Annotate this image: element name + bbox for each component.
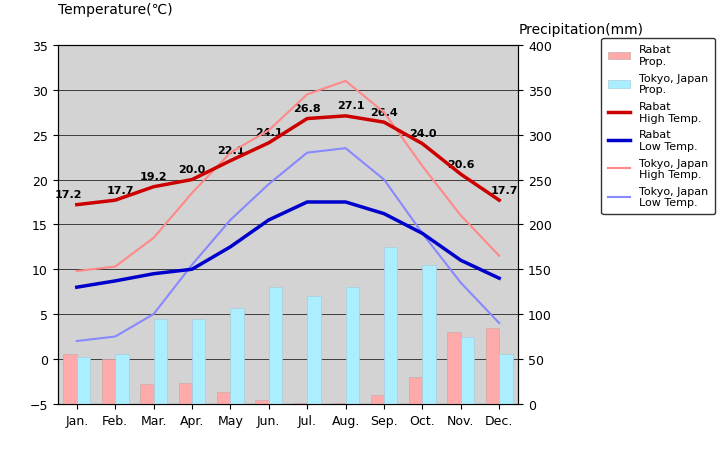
Bar bbox=[63, 355, 77, 404]
Text: Precipitation(mm): Precipitation(mm) bbox=[518, 23, 644, 37]
Text: 20.6: 20.6 bbox=[447, 159, 474, 169]
Bar bbox=[486, 328, 499, 404]
Legend: Rabat
Prop., Tokyo, Japan
Prop., Rabat
High Temp., Rabat
Low Temp., Tokyo, Japan: Rabat Prop., Tokyo, Japan Prop., Rabat H… bbox=[601, 39, 715, 215]
Bar bbox=[371, 395, 384, 404]
Text: 26.8: 26.8 bbox=[293, 104, 321, 114]
Bar bbox=[269, 287, 282, 404]
Bar bbox=[77, 358, 90, 404]
Bar bbox=[307, 297, 320, 404]
Bar bbox=[115, 355, 129, 404]
Bar bbox=[332, 403, 346, 404]
Bar bbox=[179, 383, 192, 404]
Text: 24.1: 24.1 bbox=[255, 128, 283, 138]
Bar bbox=[294, 403, 307, 404]
Text: 26.4: 26.4 bbox=[370, 107, 398, 118]
Bar bbox=[423, 265, 436, 404]
Text: Temperature(℃): Temperature(℃) bbox=[58, 3, 172, 17]
Text: 22.1: 22.1 bbox=[217, 146, 244, 156]
Bar bbox=[447, 332, 461, 404]
Bar bbox=[153, 319, 167, 404]
Bar bbox=[384, 247, 397, 404]
Bar bbox=[140, 384, 153, 404]
Text: 27.1: 27.1 bbox=[338, 101, 365, 111]
Text: 24.0: 24.0 bbox=[409, 129, 436, 139]
Text: 19.2: 19.2 bbox=[140, 172, 168, 182]
Bar bbox=[217, 392, 230, 404]
Bar bbox=[256, 400, 269, 404]
Text: 17.7: 17.7 bbox=[107, 185, 135, 195]
Text: 17.7: 17.7 bbox=[491, 185, 518, 195]
Text: 20.0: 20.0 bbox=[179, 165, 206, 174]
Bar bbox=[346, 287, 359, 404]
Bar bbox=[461, 337, 474, 404]
Text: 17.2: 17.2 bbox=[55, 190, 82, 200]
Bar bbox=[409, 377, 423, 404]
Bar bbox=[102, 359, 115, 404]
Bar bbox=[192, 319, 205, 404]
Bar bbox=[499, 355, 513, 404]
Bar bbox=[230, 308, 244, 404]
